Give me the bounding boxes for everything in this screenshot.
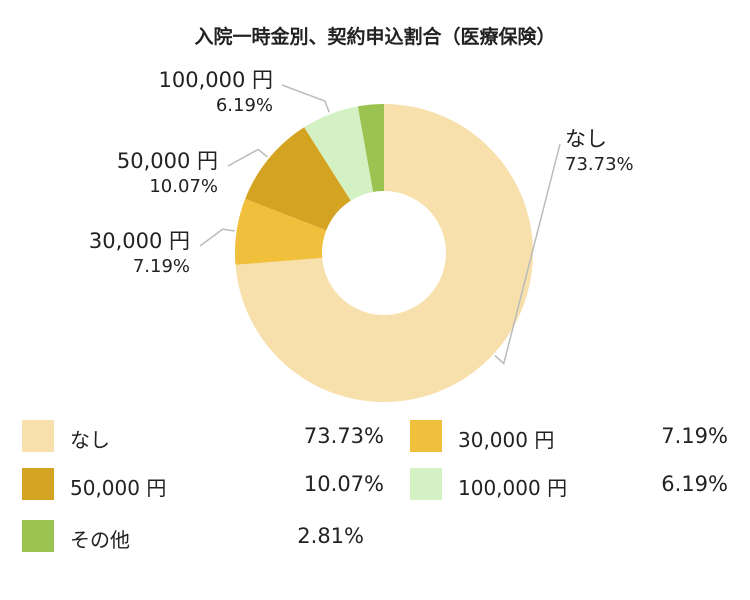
- legend-item-30000: 30,000 円 7.19%: [410, 420, 728, 452]
- legend-item-100000: 100,000 円 6.19%: [410, 468, 728, 500]
- callout-name-30000: 30,000 円: [89, 229, 190, 253]
- legend-value-50000: 10.07%: [303, 472, 384, 496]
- callout-value-50000: 10.07%: [149, 176, 218, 197]
- callout-name-50000: 50,000 円: [117, 149, 218, 173]
- legend-swatch-50000: [22, 468, 54, 500]
- slice-100000: [304, 106, 374, 201]
- legend-value-100000: 6.19%: [661, 472, 728, 496]
- legend-item-other: その他 2.81%: [22, 520, 364, 552]
- callout-line-nashi: [494, 143, 561, 366]
- callout-name-100000: 100,000 円: [158, 68, 273, 92]
- legend-label-nashi: なし: [70, 428, 110, 452]
- legend-value-nashi: 73.73%: [303, 424, 384, 448]
- callout-line-30000: [199, 228, 235, 247]
- legend-value-other: 2.81%: [297, 524, 364, 548]
- slice-other: [357, 104, 384, 192]
- callout-value-100000: 6.19%: [216, 95, 273, 116]
- slice-30000: [235, 198, 327, 265]
- legend-swatch-30000: [410, 420, 442, 452]
- callout-value-nashi: 73.73%: [565, 154, 634, 175]
- legend-swatch-other: [22, 520, 54, 552]
- legend-label-50000: 50,000 円: [70, 476, 167, 500]
- legend-swatch-100000: [410, 468, 442, 500]
- legend-swatch-nashi: [22, 420, 54, 452]
- legend-item-50000: 50,000 円 10.07%: [22, 468, 384, 500]
- slice-50000: [245, 127, 351, 231]
- callout-name-nashi: なし: [565, 127, 607, 151]
- slice-nashi: [235, 104, 534, 403]
- chart-title: 入院一時金別、契約申込割合（医療保険）: [194, 26, 556, 48]
- legend-item-nashi: なし 73.73%: [22, 420, 384, 452]
- callout-line-50000: [227, 148, 268, 167]
- legend-label-other: その他: [70, 528, 130, 552]
- legend-label-30000: 30,000 円: [458, 428, 555, 452]
- legend-value-30000: 7.19%: [661, 424, 728, 448]
- callout-line-100000: [281, 84, 330, 113]
- legend-label-100000: 100,000 円: [458, 476, 568, 500]
- callout-value-30000: 7.19%: [133, 256, 190, 277]
